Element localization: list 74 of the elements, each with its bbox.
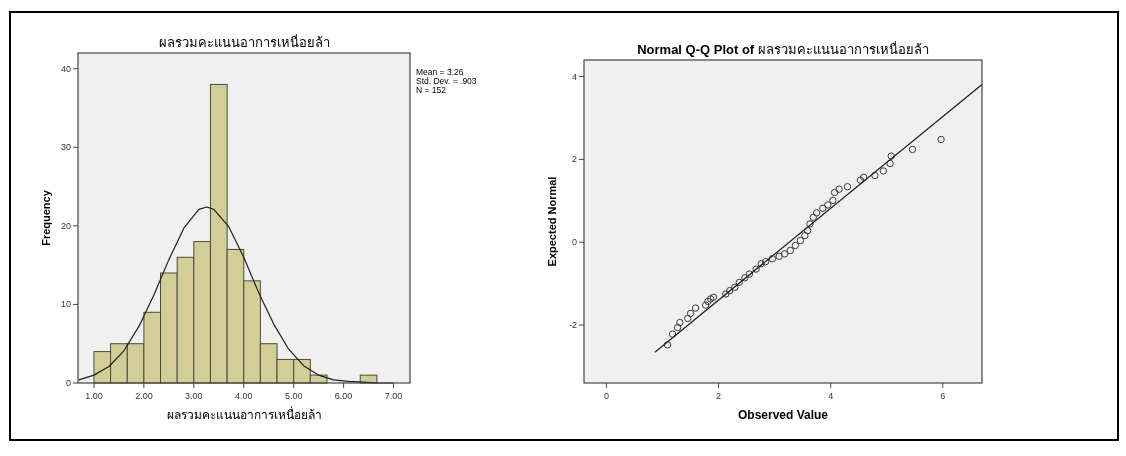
point <box>879 167 888 175</box>
y-tick-label: 0 <box>65 378 71 388</box>
chart-title: ผลรวมคะแนนอาการเหนื่อยล้า <box>158 34 330 50</box>
y-tick-label: 30 <box>60 142 71 153</box>
point <box>752 265 760 273</box>
x-tick-label: 7.00 <box>384 391 403 401</box>
y-tick-label: 2 <box>571 154 577 165</box>
point <box>824 201 832 209</box>
point <box>775 252 783 260</box>
text: Mean = 3.26 <box>416 67 464 77</box>
point <box>819 204 827 212</box>
point <box>871 171 879 180</box>
point <box>686 309 695 318</box>
point <box>691 304 700 312</box>
y-tick-label: 20 <box>60 220 71 231</box>
point <box>722 290 730 298</box>
y-tick-label: 0 <box>571 237 577 248</box>
point <box>886 159 894 168</box>
point <box>809 213 817 222</box>
x-axis-title: Observed Value <box>737 408 829 422</box>
point <box>709 293 718 301</box>
x-tick-label: 1.00 <box>85 391 103 401</box>
y-axis-title: Frequency <box>40 189 52 246</box>
y-tick-label: 10 <box>60 299 71 310</box>
point <box>701 301 710 309</box>
text: Std. Dev. = .903 <box>416 76 477 86</box>
point <box>731 283 739 292</box>
point <box>768 255 777 263</box>
point <box>908 145 917 154</box>
x-axis-title: ผลรวมคะแนนอาการเหนื่อยล้า <box>166 406 322 422</box>
point <box>726 286 734 295</box>
point <box>791 241 800 250</box>
point <box>745 270 754 278</box>
point <box>676 318 684 327</box>
point <box>684 314 692 323</box>
point <box>835 185 843 193</box>
point <box>761 257 770 266</box>
x-tick-label: 6.00 <box>334 391 353 401</box>
point <box>706 295 715 303</box>
point <box>673 323 682 332</box>
point <box>830 188 839 197</box>
x-tick-label: 0 <box>603 391 609 401</box>
point <box>856 176 865 184</box>
x-tick-label: 3.00 <box>185 391 203 401</box>
point <box>757 260 765 268</box>
point <box>806 220 814 228</box>
x-tick-label: 4 <box>828 391 834 401</box>
point <box>937 135 945 144</box>
point <box>704 297 712 306</box>
y-tick-label: 4 <box>571 71 577 82</box>
point <box>812 209 821 217</box>
x-tick-label: 5.00 <box>284 391 303 401</box>
point <box>786 246 794 255</box>
y-tick-label: 40 <box>60 63 71 74</box>
y-axis-title: Expected Normal <box>546 176 558 267</box>
point <box>803 226 812 235</box>
point <box>829 196 837 205</box>
point <box>668 330 677 338</box>
text: N = 152 <box>416 85 447 95</box>
point <box>780 250 789 258</box>
point <box>801 231 809 240</box>
point <box>741 274 749 282</box>
x-tick-label: 2 <box>716 391 722 401</box>
point <box>887 152 895 160</box>
x-tick-label: 4.00 <box>234 391 253 401</box>
point <box>860 173 868 181</box>
x-tick-label: 6 <box>940 391 946 401</box>
y-tick-label: -2 <box>568 320 577 331</box>
chart-title: Normal Q-Q Plot of ผลรวมคะแนนอาการเหนื่อยล้า <box>637 41 929 57</box>
x-tick-label: 2.00 <box>135 391 153 401</box>
point <box>843 183 852 191</box>
point <box>663 341 672 349</box>
point <box>735 278 743 287</box>
point <box>796 236 805 245</box>
